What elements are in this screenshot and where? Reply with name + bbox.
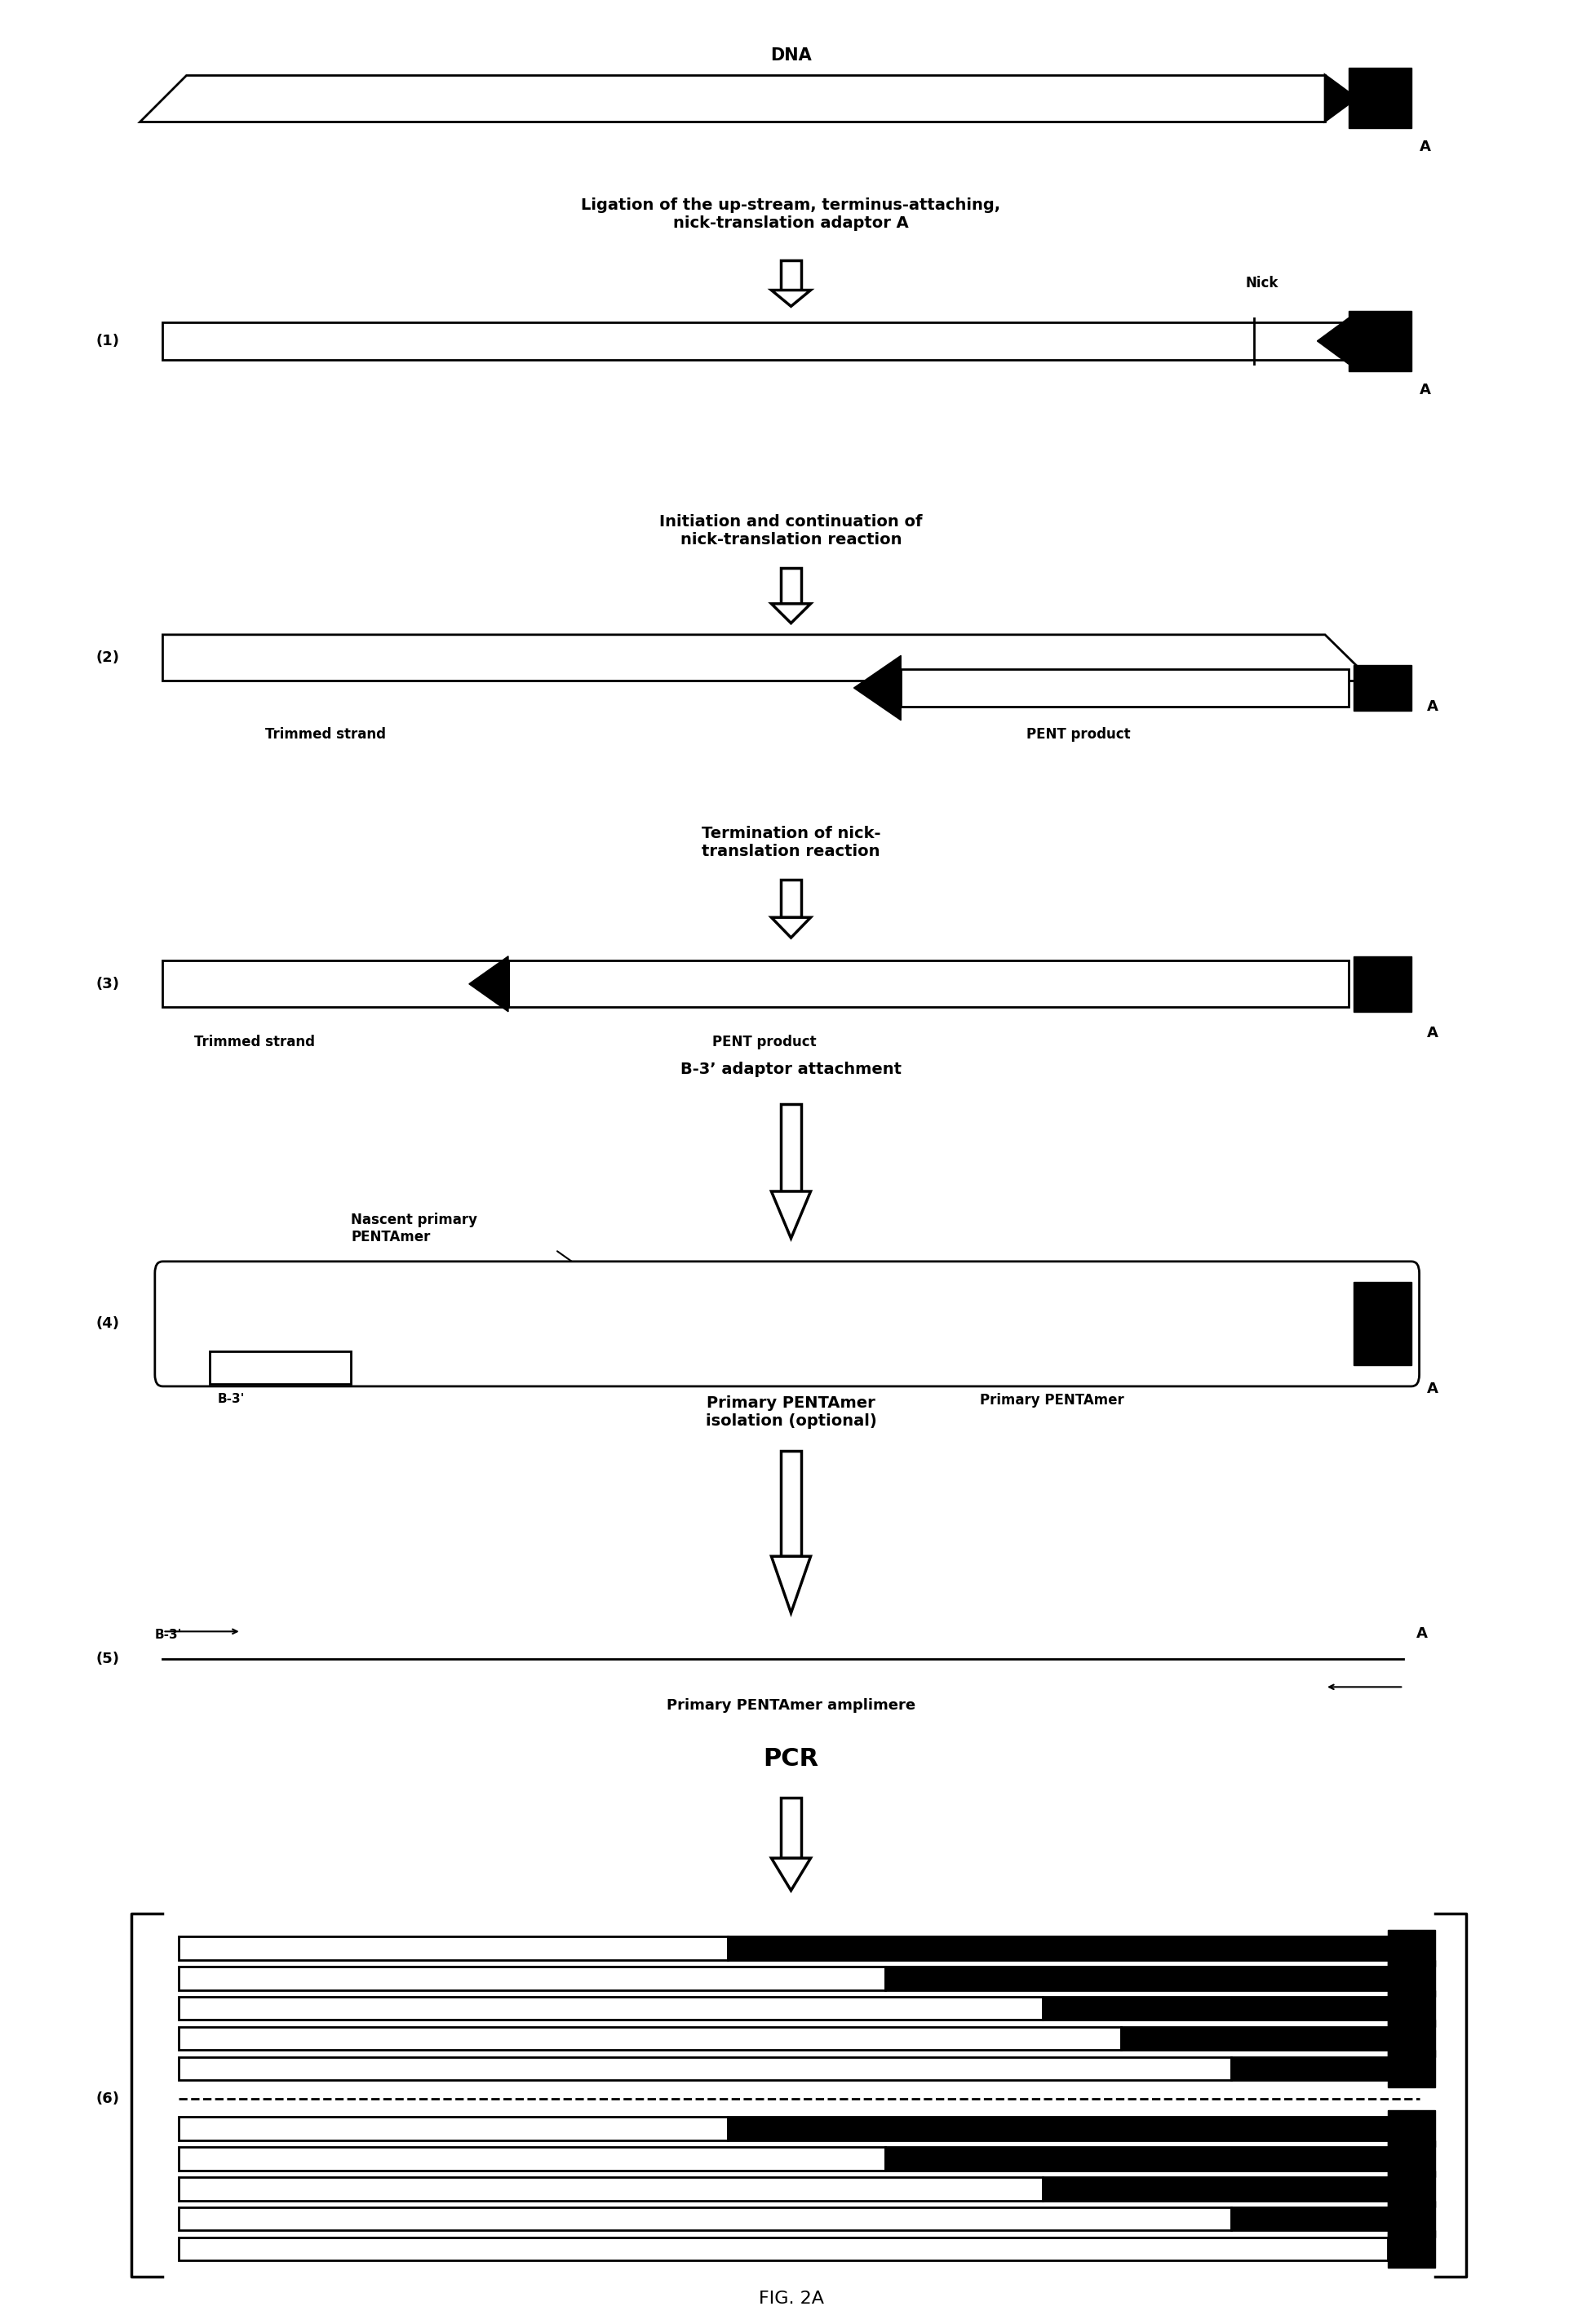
Polygon shape [1387,2110,1435,2147]
Polygon shape [179,2178,1043,2201]
Polygon shape [854,655,900,720]
Polygon shape [1326,74,1356,121]
Text: A: A [1416,1627,1427,1641]
Polygon shape [782,1450,800,1557]
Text: Primary PENTAmer amplimere: Primary PENTAmer amplimere [666,1699,916,1713]
Text: Primary PENTAmer: Primary PENTAmer [979,1394,1123,1408]
Text: Initiation and continuation of
nick-translation reaction: Initiation and continuation of nick-tran… [660,514,922,548]
Text: A: A [1427,1383,1438,1397]
Text: Termination of nick-
translation reaction: Termination of nick- translation reactio… [701,825,881,860]
Polygon shape [1387,1959,1435,1996]
Polygon shape [1387,2020,1435,2057]
Text: Trimmed strand: Trimmed strand [195,1034,315,1050]
Polygon shape [1043,2178,1387,2201]
Polygon shape [1387,2201,1435,2238]
Polygon shape [772,1557,810,1613]
Text: (4): (4) [97,1315,120,1332]
Polygon shape [139,74,1326,121]
Polygon shape [179,2147,886,2171]
Polygon shape [1043,1996,1387,2020]
Polygon shape [772,290,810,307]
Polygon shape [728,1936,1387,1959]
Polygon shape [163,634,1372,681]
Polygon shape [1353,665,1411,711]
Polygon shape [1387,2140,1435,2178]
Polygon shape [1387,2238,1403,2261]
Text: B-3': B-3' [155,1629,182,1641]
Polygon shape [508,960,1348,1006]
Polygon shape [782,1799,800,1859]
Text: PENT product: PENT product [1027,727,1131,741]
Text: B-3': B-3' [218,1394,245,1406]
Text: Trimmed strand: Trimmed strand [264,727,386,741]
Polygon shape [782,567,800,604]
Text: B-3’ adaptor attachment: B-3’ adaptor attachment [680,1062,902,1078]
Polygon shape [1120,2027,1387,2050]
Polygon shape [179,1996,1043,2020]
Text: (3): (3) [97,976,120,992]
Polygon shape [179,1936,728,1959]
Polygon shape [782,260,800,290]
Polygon shape [1231,2057,1387,2080]
Text: (6): (6) [97,2092,120,2106]
Text: FIG. 2A: FIG. 2A [758,2291,824,2308]
Text: (5): (5) [97,1652,120,1666]
Polygon shape [1353,1283,1411,1367]
Polygon shape [1348,67,1411,128]
Text: Ligation of the up-stream, terminus-attaching,
nick-translation adaptor A: Ligation of the up-stream, terminus-atta… [581,198,1001,230]
Polygon shape [1348,311,1411,372]
Polygon shape [179,2117,728,2140]
Text: (1): (1) [97,335,120,349]
Text: PENT product: PENT product [712,1034,816,1050]
Text: A: A [1419,383,1430,397]
Polygon shape [1387,2171,1435,2208]
Polygon shape [1231,2208,1387,2231]
Text: A: A [1427,700,1438,713]
Polygon shape [179,1966,886,1989]
Text: (2): (2) [97,651,120,665]
Polygon shape [1387,2231,1435,2268]
FancyBboxPatch shape [155,1262,1419,1387]
Polygon shape [886,2147,1387,2171]
Polygon shape [1353,955,1411,1011]
Text: DNA: DNA [770,46,812,63]
Text: PCR: PCR [763,1748,819,1771]
Polygon shape [728,2117,1387,2140]
Polygon shape [772,1859,810,1889]
Polygon shape [179,2057,1231,2080]
Polygon shape [1318,318,1348,365]
Polygon shape [179,2208,1231,2231]
Polygon shape [179,2027,1120,2050]
Text: A: A [1419,139,1430,153]
Polygon shape [772,604,810,623]
Polygon shape [163,960,508,1006]
Polygon shape [782,1104,800,1192]
Polygon shape [772,1192,810,1239]
Polygon shape [772,918,810,937]
Polygon shape [886,1966,1387,1989]
Polygon shape [179,2238,1403,2261]
Polygon shape [782,881,800,918]
Polygon shape [900,669,1348,706]
Polygon shape [1387,1929,1435,1966]
Text: Primary PENTAmer
isolation (optional): Primary PENTAmer isolation (optional) [706,1394,876,1429]
Polygon shape [1387,1989,1435,2027]
Text: Nascent primary
PENTAmer: Nascent primary PENTAmer [351,1213,478,1246]
Polygon shape [1387,2050,1435,2087]
Polygon shape [163,323,1348,360]
Polygon shape [210,1353,351,1385]
Text: A: A [1427,1025,1438,1041]
Polygon shape [468,955,508,1011]
Text: Nick: Nick [1245,277,1278,290]
